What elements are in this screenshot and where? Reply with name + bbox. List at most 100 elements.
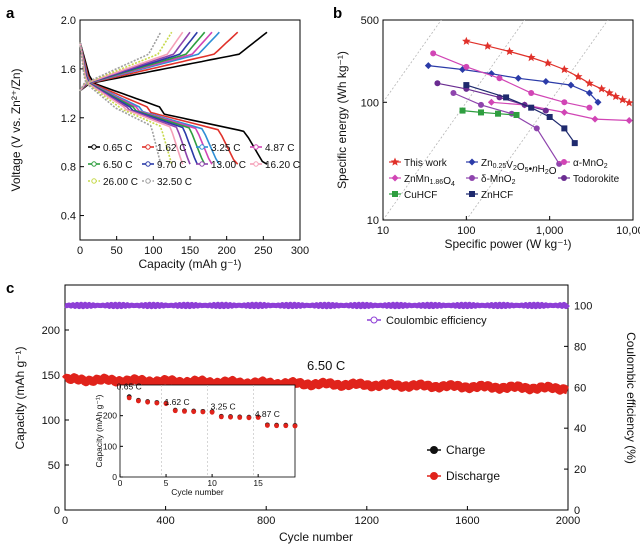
inset-discharge-point	[200, 409, 206, 415]
inset-ylabel: Capacity (mAh g⁻¹)	[94, 394, 104, 467]
legend-label-a: 3.25 C	[211, 143, 240, 154]
x-tick-label: 50	[111, 245, 123, 257]
legend-marker	[469, 175, 475, 181]
y2-tick-label: 40	[574, 423, 586, 435]
y-tick-label: 500	[361, 15, 379, 27]
charge-curve-065C	[79, 31, 268, 92]
data-point	[586, 104, 593, 111]
data-point	[495, 110, 502, 117]
data-point	[430, 50, 437, 57]
legend-label-ce: Coulombic efficiency	[386, 315, 487, 327]
inset-discharge-point	[255, 415, 261, 420]
inset-discharge-point	[264, 423, 270, 428]
x-tick-label: 10,000	[616, 225, 640, 237]
legend-marker	[390, 157, 400, 166]
inset-discharge-point	[246, 415, 252, 421]
x-tick-label: 400	[156, 515, 174, 527]
legend-marker	[145, 161, 151, 167]
data-point	[597, 84, 606, 93]
y-tick-label: 100	[361, 97, 379, 109]
data-point	[618, 95, 627, 104]
legend-label-b: α-MnO2	[573, 158, 608, 170]
legend-marker	[430, 472, 438, 480]
x-tick-label: 2000	[556, 515, 580, 527]
legend-marker	[430, 446, 438, 454]
y2-tick-label: 100	[574, 300, 592, 312]
inset-discharge-point	[274, 423, 279, 429]
discharge-curve-2600C	[79, 41, 173, 165]
series-line	[428, 65, 599, 103]
x-tick-label: 300	[291, 245, 309, 257]
data-point	[503, 94, 510, 101]
inset-xlabel: Cycle number	[171, 487, 224, 497]
coulombic-efficiency-series	[64, 301, 570, 310]
data-point	[611, 92, 620, 101]
data-point	[561, 125, 568, 132]
inset-x-tick-label: 10	[207, 478, 217, 488]
data-point	[567, 81, 575, 89]
data-point	[478, 101, 485, 108]
x-tick-label: 0	[62, 515, 68, 527]
y-tick-label: 2.0	[61, 15, 76, 27]
inset-discharge-point	[126, 395, 132, 401]
y2-tick-label: 80	[574, 341, 586, 353]
x-tick-label: 1,000	[536, 225, 564, 237]
inset-y-tick-label: 200	[103, 411, 117, 421]
y-tick-label: 50	[48, 460, 60, 472]
panel-b-ylabel: Specific energy (Wh kg⁻¹)	[335, 51, 349, 189]
discharge-curve-3250C	[79, 41, 162, 164]
data-point	[560, 65, 569, 74]
discharge-capacity-series	[62, 373, 570, 395]
legend-label-a: 4.87 C	[265, 143, 294, 154]
inset-rate-label: 4.87 C	[255, 409, 280, 419]
data-point	[462, 36, 471, 45]
inset-discharge-point	[283, 423, 289, 429]
y2-tick-label: 0	[574, 505, 580, 517]
legend-label-b: ZnHCF	[481, 190, 513, 201]
data-point	[526, 53, 536, 62]
legend-label-b: Zn0.25V2O5•nH2O	[481, 158, 557, 177]
inset-x-tick-label: 5	[164, 478, 169, 488]
x-tick-label: 150	[181, 245, 199, 257]
y-tick-label: 0.8	[61, 162, 76, 174]
legend-marker	[91, 178, 97, 184]
x-tick-label: 800	[257, 515, 275, 527]
x-tick-label: 1200	[355, 515, 379, 527]
inset-discharge-point	[136, 398, 141, 404]
data-point	[463, 63, 470, 70]
legend-marker	[469, 191, 475, 197]
data-point	[483, 41, 492, 50]
legend-marker	[468, 158, 476, 166]
legend-label-a: 32.50 C	[157, 177, 192, 188]
data-point	[514, 74, 522, 82]
legend-marker	[253, 144, 259, 150]
data-point	[459, 107, 466, 114]
x-tick-label: 100	[457, 225, 475, 237]
panel-c-xlabel: Cycle number	[279, 530, 353, 544]
y-tick-label: 100	[42, 415, 60, 427]
legend-label-b: δ-MnO2	[481, 174, 516, 186]
legend-label-a: 26.00 C	[103, 177, 138, 188]
data-point	[487, 98, 495, 106]
charge-curve-3250C	[79, 31, 162, 92]
iso-time-guide	[465, 20, 609, 220]
data-point	[624, 98, 634, 107]
data-point	[546, 113, 553, 120]
panel-c-chart: 0 400 800 1200 1600 2000050100150200020406080…	[13, 284, 638, 544]
series-line	[432, 52, 590, 109]
legend-marker	[370, 316, 378, 324]
data-point	[585, 78, 594, 87]
y-tick-label: 0.4	[61, 211, 76, 223]
inset-discharge-point	[218, 414, 224, 420]
legend-label-a: 16.20 C	[265, 160, 300, 171]
x-tick-label: 1600	[455, 515, 479, 527]
legend-label-b: This work	[404, 158, 448, 169]
inset-rate-label: 0.65 C	[117, 382, 142, 392]
panel-b-xlabel: Specific power (W kg⁻¹)	[444, 237, 571, 251]
inset-discharge-point	[172, 408, 178, 414]
discharge-curve-162C	[79, 41, 239, 165]
panel-a-ylabel: Voltage (V vs. Zn²⁺/Zn)	[9, 68, 23, 191]
y-tick-label: 150	[42, 370, 60, 382]
data-point	[478, 109, 485, 116]
legend-label-a: 6.50 C	[103, 160, 132, 171]
